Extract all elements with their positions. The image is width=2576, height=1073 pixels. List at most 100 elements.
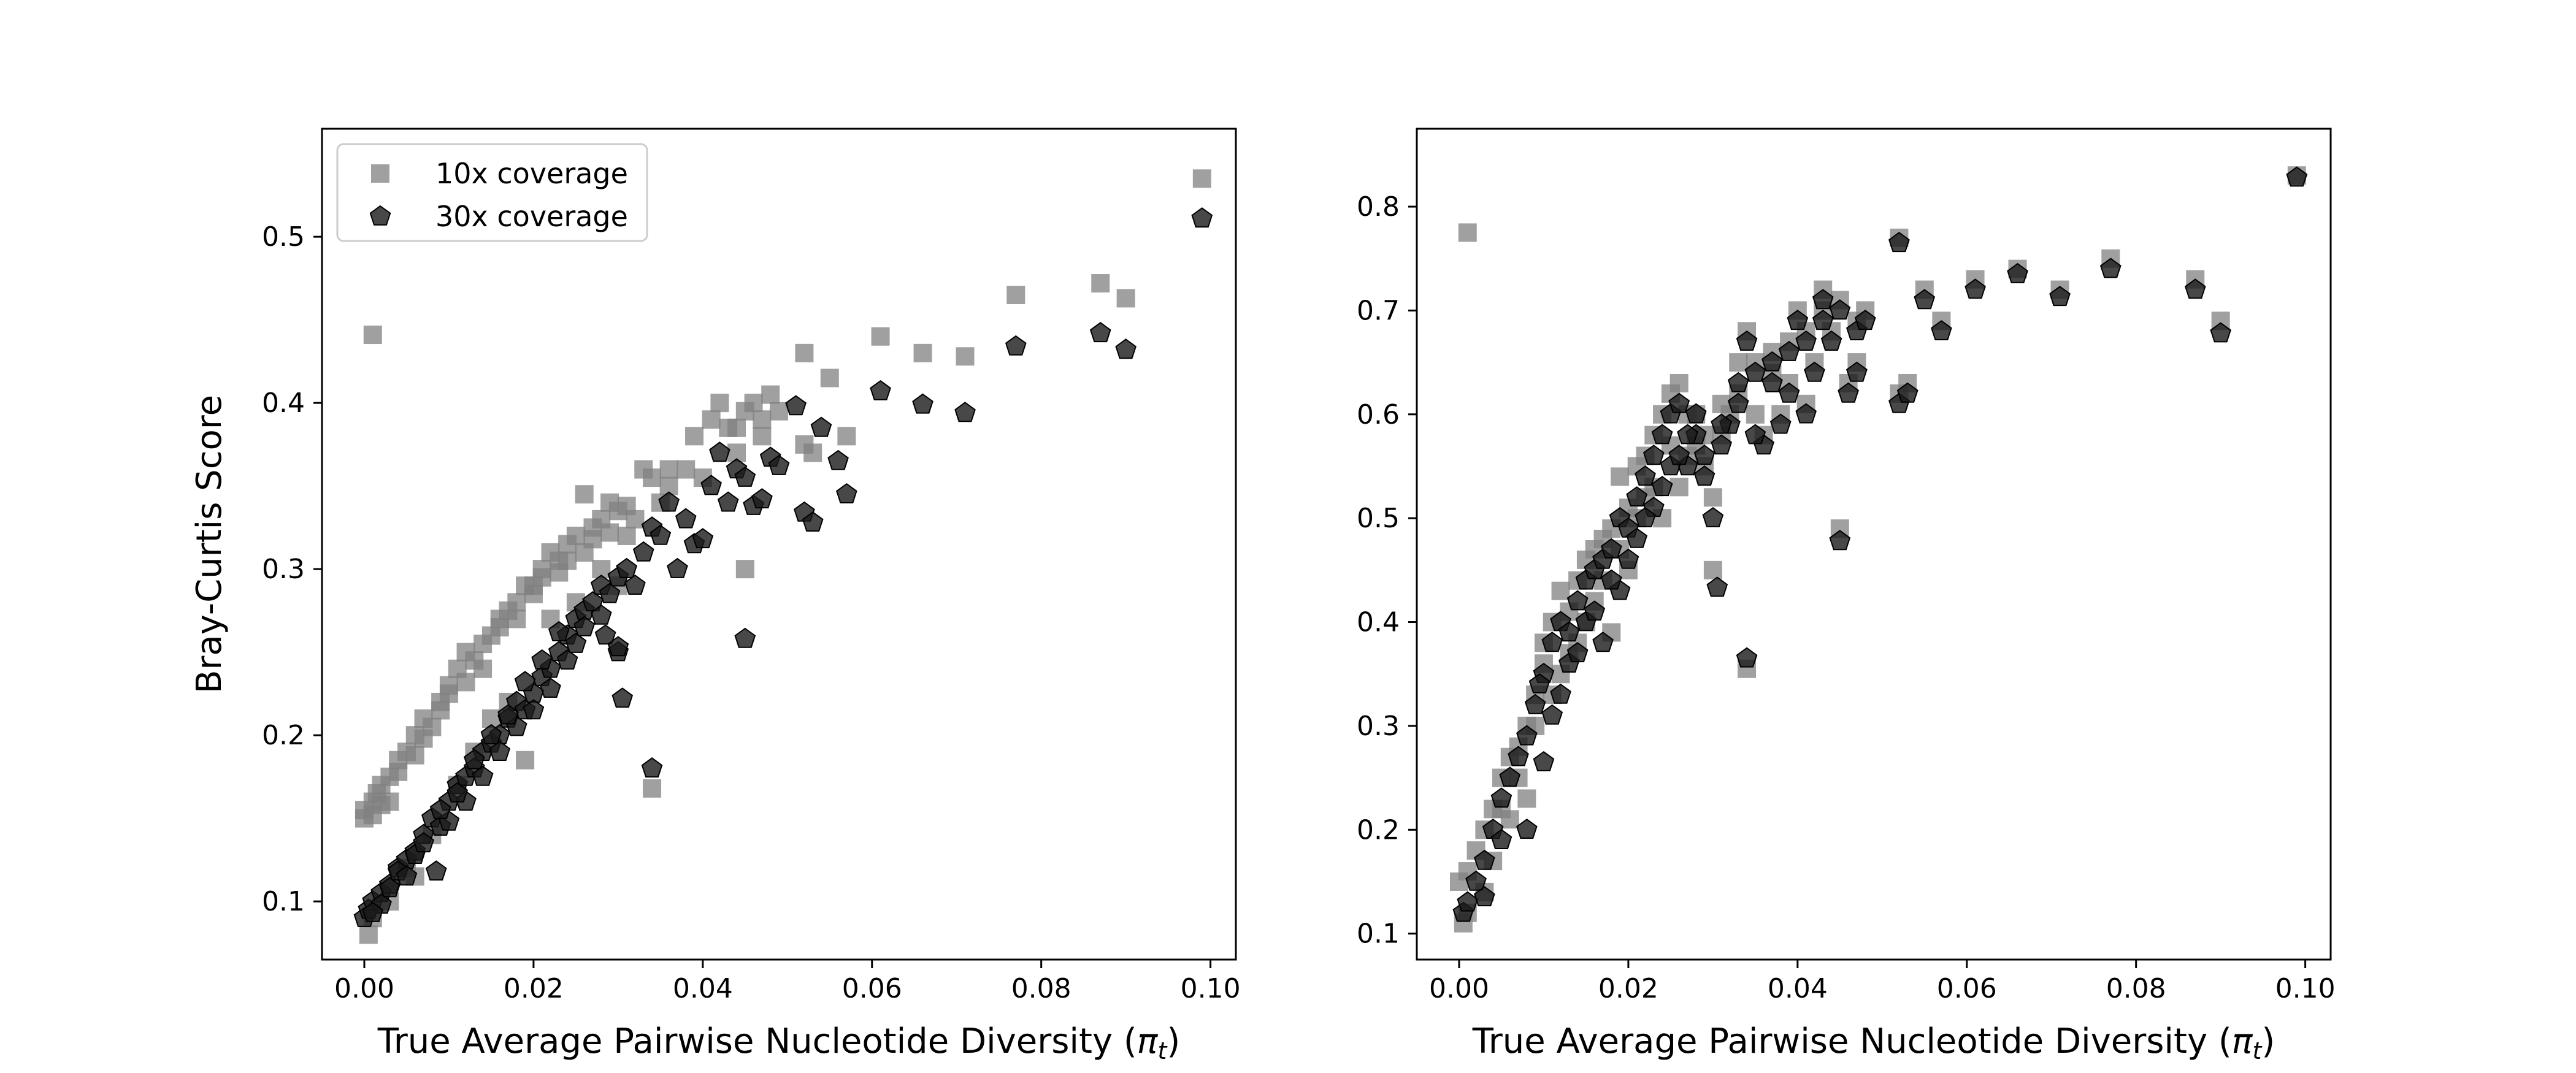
point-30x — [1829, 530, 1851, 551]
point-30x — [1838, 382, 1859, 403]
y-tick-label: 0.1 — [262, 886, 305, 917]
point-30x — [1778, 382, 1800, 403]
point-30x — [1541, 632, 1563, 652]
data-points — [1449, 166, 2308, 933]
point-30x — [1617, 548, 1639, 569]
point-30x — [641, 757, 663, 778]
point-30x — [912, 393, 933, 414]
point-30x — [1914, 289, 1936, 310]
point-30x — [658, 491, 680, 512]
point-10x — [532, 568, 551, 587]
y-tick-label: 0.3 — [262, 554, 305, 585]
point-10x — [643, 779, 662, 798]
chart-left: 0.00 0.02 0.04 0.06 0.08 0.10 0.1 0.2 0.3 0.4 0.5 T… — [190, 128, 1241, 1064]
point-30x — [1668, 445, 1690, 465]
point-10x — [617, 526, 636, 545]
point-30x — [1706, 576, 1728, 597]
point-30x — [1896, 382, 1919, 403]
point-30x — [1804, 361, 1825, 382]
point-30x — [667, 557, 688, 578]
point-30x — [802, 511, 824, 532]
point-10x — [659, 460, 678, 479]
legend: 10x coverage 30x coverage — [336, 143, 648, 242]
point-30x — [1888, 232, 1910, 253]
point-30x — [523, 699, 545, 720]
point-30x — [1854, 310, 1876, 330]
point-10x — [837, 427, 856, 446]
point-30x — [1744, 361, 1766, 382]
point-30x — [1702, 506, 1724, 527]
legend-marker-10x — [371, 164, 389, 183]
point-10x — [1006, 286, 1025, 304]
point-30x — [700, 475, 722, 495]
point-30x — [1528, 673, 1551, 693]
point-30x — [1508, 746, 1529, 766]
point-10x — [710, 394, 729, 413]
point-10x — [558, 551, 577, 570]
point-10x — [1712, 394, 1731, 413]
point-30x — [1761, 372, 1783, 392]
point-30x — [1115, 338, 1137, 359]
point-30x — [429, 798, 451, 819]
point-30x — [827, 449, 849, 470]
point-30x — [362, 901, 384, 922]
x-tick-label: 0.06 — [842, 973, 902, 1004]
point-10x — [643, 468, 662, 487]
point-30x — [1566, 642, 1589, 663]
point-10x — [803, 443, 822, 462]
y-tick-label: 0.2 — [262, 720, 305, 751]
point-30x — [514, 671, 536, 692]
y-tick-label: 0.1 — [1357, 918, 1400, 950]
y-tick-label: 0.8 — [1357, 191, 1400, 223]
point-10x — [414, 729, 433, 748]
point-30x — [1685, 403, 1707, 424]
point-30x — [1558, 621, 1580, 642]
point-10x — [439, 684, 458, 703]
y-tick-label: 0.4 — [262, 388, 305, 419]
point-10x — [702, 410, 721, 429]
data-points — [353, 169, 1213, 944]
point-30x — [1778, 340, 1800, 361]
point-30x — [1812, 289, 1834, 310]
chart-right: 0.00 0.02 0.04 0.06 0.08 0.10 0.1 0.2 0.3 0.4 0.5 0… — [1357, 128, 2336, 1064]
y-tick-label: 0.5 — [1357, 503, 1400, 534]
x-tick-label: 0.00 — [1429, 973, 1489, 1004]
point-30x — [1769, 413, 1792, 434]
point-30x — [1490, 828, 1512, 849]
point-30x — [1727, 372, 1749, 392]
x-tick-label: 0.02 — [504, 973, 564, 1004]
point-30x — [1651, 476, 1673, 497]
point-10x — [431, 701, 450, 720]
x-tick-label: 0.10 — [1181, 973, 1241, 1004]
point-30x — [548, 621, 570, 641]
point-30x — [531, 649, 553, 670]
point-10x — [456, 673, 475, 692]
point-10x — [871, 327, 890, 346]
point-30x — [1643, 445, 1665, 465]
point-30x — [1089, 322, 1111, 343]
point-30x — [1787, 310, 1809, 330]
point-10x — [1192, 169, 1211, 188]
y-tick-label: 0.6 — [1357, 399, 1400, 430]
point-30x — [556, 649, 578, 670]
point-30x — [565, 632, 587, 653]
point-30x — [632, 541, 654, 562]
point-30x — [734, 466, 756, 487]
point-30x — [1736, 330, 1758, 351]
plot-frame — [321, 128, 1237, 961]
point-10x — [753, 410, 772, 429]
point-10x — [363, 806, 382, 825]
point-10x — [507, 609, 526, 628]
point-10x — [575, 543, 594, 562]
point-10x — [600, 523, 619, 542]
y-tick-label: 0.7 — [1357, 295, 1400, 326]
point-30x — [1820, 330, 1842, 351]
point-30x — [624, 575, 646, 595]
point-10x — [1116, 289, 1135, 308]
point-30x — [1191, 207, 1213, 228]
legend-label: 10x coverage — [435, 157, 628, 190]
point-10x — [770, 402, 788, 421]
point-10x — [490, 618, 509, 636]
point-10x — [626, 510, 645, 529]
